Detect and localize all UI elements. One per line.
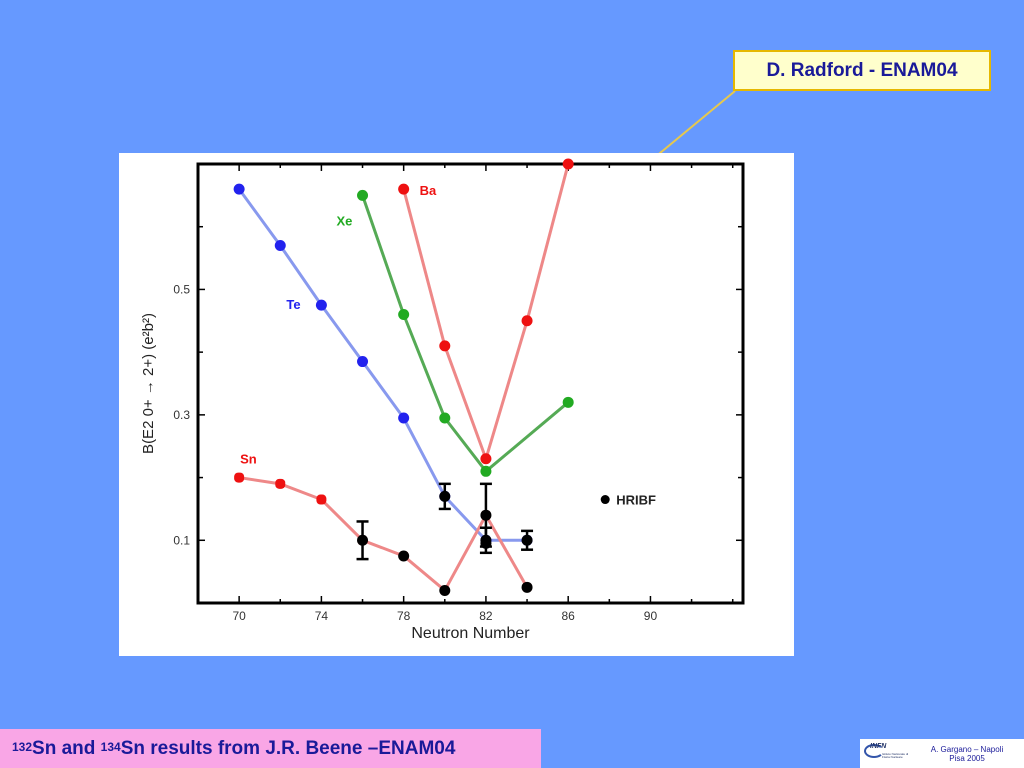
infn-logo-subtext: Istituto Nazionale di Fisica Nucleare xyxy=(882,751,909,759)
y-axis-label: B(E2 0+ → 2+) (e²b²) xyxy=(140,313,157,454)
infn-logo: INFN Istituto Nazionale di Fisica Nuclea… xyxy=(862,741,910,767)
data-point-sn xyxy=(275,478,286,489)
infn-logo-text: INFN xyxy=(870,742,887,750)
caption-mass-134: 134 xyxy=(100,739,121,754)
caption-part-2: Sn results from J.R. Beene –ENAM04 xyxy=(120,737,456,759)
data-point-hribf xyxy=(439,490,451,502)
data-point-sn xyxy=(316,494,327,505)
x-tick-label: 70 xyxy=(232,609,246,623)
x-axis-label: Neutron Number xyxy=(411,625,530,642)
x-tick-label: 90 xyxy=(644,609,658,623)
data-point-te xyxy=(398,412,410,424)
data-point-ba xyxy=(480,453,492,465)
data-point-sn xyxy=(234,472,245,483)
infn-logo-mark xyxy=(864,743,884,758)
data-point-xe xyxy=(480,465,492,477)
callout-text: D. Radford - ENAM04 xyxy=(766,59,958,81)
data-point-hribf xyxy=(398,550,410,562)
data-point-xe xyxy=(439,412,451,424)
data-point-hribf xyxy=(480,537,492,549)
chart-svg: 70 74 78 82 86 90 0.1 0.3 0.5 Neutron Number B(E2 … xyxy=(140,158,745,642)
plot-panel: 70 74 78 82 86 90 0.1 0.3 0.5 Neutron Number B(E2 … xyxy=(119,153,794,656)
x-tick-label: 82 xyxy=(479,609,493,623)
data-point-te xyxy=(233,183,245,195)
caption-mass-132: 132 xyxy=(12,739,33,754)
series-line-ba xyxy=(402,163,570,464)
footer-credit: A. Gargano – Napoli Pisa 2005 xyxy=(910,745,1024,763)
y-tick-label: 0.3 xyxy=(173,408,190,422)
data-point-ba xyxy=(398,183,410,195)
data-point-xe xyxy=(562,396,574,408)
data-point-te xyxy=(315,299,327,311)
data-point-hribf xyxy=(480,509,492,521)
data-point-te xyxy=(274,240,286,252)
y-tick-label: 0.1 xyxy=(173,533,190,547)
x-tick-label: 78 xyxy=(397,609,411,623)
data-point-xe xyxy=(398,309,410,321)
series-line-te xyxy=(237,188,528,542)
data-point-te xyxy=(357,356,369,368)
series-label-xe: Xe xyxy=(337,213,353,228)
x-tick-label: 74 xyxy=(315,609,329,623)
author-callout: D. Radford - ENAM04 xyxy=(733,50,991,91)
x-tick-label: 86 xyxy=(562,609,576,623)
footer-credit-line-2: Pisa 2005 xyxy=(949,753,985,763)
series-label-sn: Sn xyxy=(240,452,257,467)
data-point-hribf xyxy=(521,581,533,593)
series-line-sn xyxy=(238,476,529,593)
y-tick-label: 0.5 xyxy=(173,282,190,296)
series-label-ba: Ba xyxy=(420,183,437,198)
series-label-te: Te xyxy=(286,297,300,312)
data-point-hribf xyxy=(439,584,451,596)
series-line-xe xyxy=(361,194,570,474)
caption-part-1: Sn and xyxy=(32,737,101,759)
slide-caption: 132 Sn and 134 Sn results from J.R. Been… xyxy=(0,729,541,768)
legend-marker-hribf xyxy=(600,495,610,505)
footer-credit-line-1: A. Gargano – Napoli xyxy=(930,744,1004,754)
data-point-ba xyxy=(439,340,451,352)
data-point-hribf xyxy=(521,534,533,546)
legend-label-hribf: HRIBF xyxy=(616,493,656,508)
footer-badge: INFN Istituto Nazionale di Fisica Nuclea… xyxy=(860,739,1024,768)
data-point-hribf xyxy=(357,534,369,546)
data-point-ba xyxy=(562,158,574,170)
data-point-xe xyxy=(357,189,369,201)
plot-frame xyxy=(196,162,745,605)
data-point-ba xyxy=(521,315,533,327)
